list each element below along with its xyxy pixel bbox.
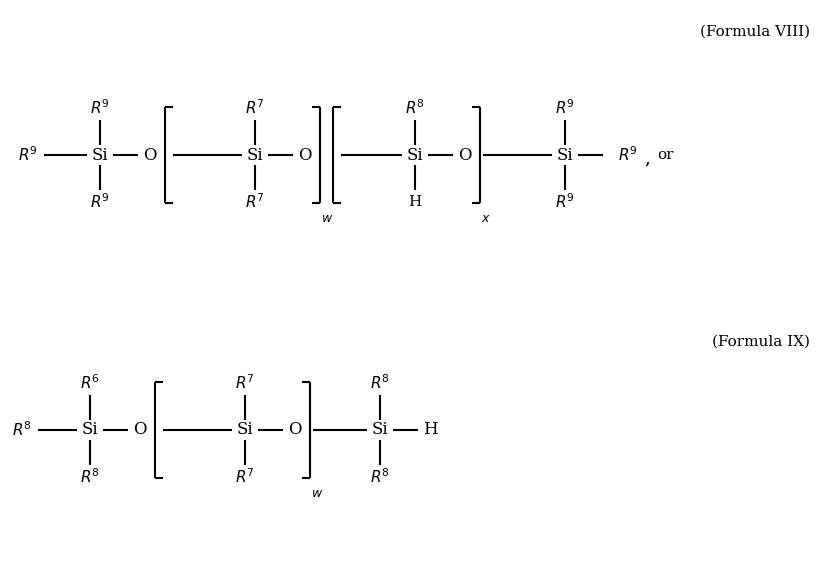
Text: H: H <box>408 195 422 209</box>
Text: $w$: $w$ <box>321 212 333 225</box>
Text: O: O <box>288 421 302 438</box>
Text: (Formula VIII): (Formula VIII) <box>700 25 810 39</box>
Text: $R^9$: $R^9$ <box>555 193 575 211</box>
Text: $R^8$: $R^8$ <box>80 468 100 486</box>
Text: Si: Si <box>237 421 253 438</box>
Text: $R^9$: $R^9$ <box>90 99 110 117</box>
Text: $R^8$: $R^8$ <box>370 468 390 486</box>
Text: Si: Si <box>247 146 263 163</box>
Text: $R^7$: $R^7$ <box>235 374 255 392</box>
Text: $R^9$: $R^9$ <box>18 146 38 164</box>
Text: or: or <box>657 148 673 162</box>
Text: O: O <box>144 146 157 163</box>
Text: $R^6$: $R^6$ <box>80 374 100 392</box>
Text: $R^8$: $R^8$ <box>405 99 425 117</box>
Text: $R^9$: $R^9$ <box>90 193 110 211</box>
Text: $R^8$: $R^8$ <box>370 374 390 392</box>
Text: O: O <box>134 421 147 438</box>
Text: $R^9$: $R^9$ <box>618 146 638 164</box>
Text: Si: Si <box>407 146 423 163</box>
Text: ,: , <box>644 149 650 167</box>
Text: $R^9$: $R^9$ <box>555 99 575 117</box>
Text: $w$: $w$ <box>311 487 323 500</box>
Text: $R^7$: $R^7$ <box>245 99 265 117</box>
Text: $x$: $x$ <box>481 212 491 225</box>
Text: Si: Si <box>92 146 108 163</box>
Text: $R^7$: $R^7$ <box>245 193 265 211</box>
Text: $R^8$: $R^8$ <box>12 421 32 439</box>
Text: (Formula IX): (Formula IX) <box>712 335 810 349</box>
Text: H: H <box>422 421 437 438</box>
Text: O: O <box>458 146 472 163</box>
Text: O: O <box>299 146 312 163</box>
Text: $R^7$: $R^7$ <box>235 468 255 486</box>
Text: Si: Si <box>557 146 573 163</box>
Text: Si: Si <box>372 421 389 438</box>
Text: Si: Si <box>82 421 98 438</box>
